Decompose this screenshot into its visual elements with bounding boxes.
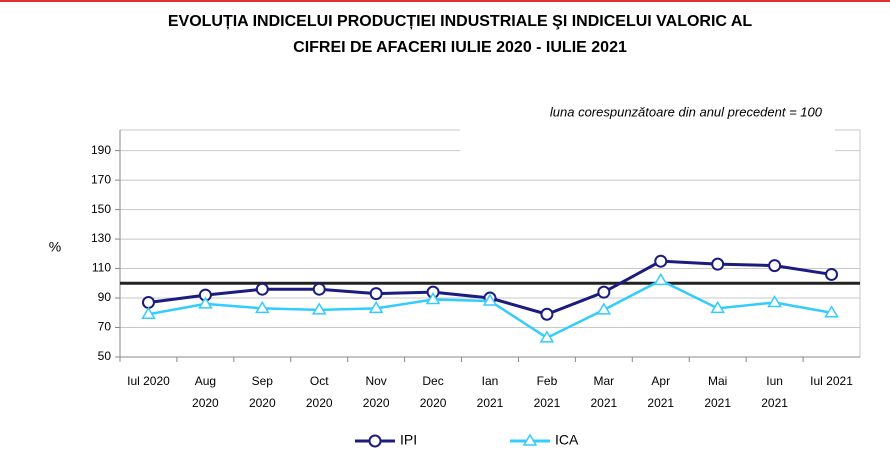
x-tick-label: 2020 — [192, 396, 219, 410]
marker — [198, 296, 213, 309]
marker — [825, 267, 839, 281]
marker — [596, 302, 612, 315]
y-axis-label: % — [49, 239, 61, 255]
chart-title: EVOLUȚIA INDICELUI PRODUCȚIEI INDUSTRIAL… — [168, 13, 753, 30]
marker — [710, 300, 726, 314]
plot-area — [119, 129, 861, 358]
marker — [824, 305, 839, 318]
x-tick-label: Iul 2020 — [127, 374, 170, 388]
x-tick-label: 2021 — [761, 396, 788, 410]
y-tick-label: 50 — [98, 349, 112, 363]
y-tick-label: 130 — [91, 231, 111, 245]
legend-label: IPI — [400, 432, 417, 448]
marker — [368, 300, 384, 314]
marker — [653, 272, 669, 286]
x-tick-label: Iul 2021 — [810, 374, 853, 388]
x-tick-label: 2020 — [363, 396, 390, 410]
marker — [311, 302, 327, 315]
y-tick-label: 110 — [92, 261, 111, 275]
x-tick-label: 2021 — [590, 396, 617, 410]
x-tick-label: Aug — [195, 374, 216, 388]
marker — [539, 330, 555, 343]
annotation: luna corespunzătoare din anul precedent … — [550, 104, 823, 119]
x-tick-label: 2021 — [647, 396, 674, 410]
y-tick-label: 70 — [98, 320, 112, 334]
marker — [425, 292, 441, 305]
marker — [522, 433, 538, 446]
marker — [369, 287, 383, 301]
x-tick-label: Apr — [651, 374, 670, 388]
x-tick-label: Iun — [766, 374, 783, 388]
x-tick-label: 2020 — [306, 396, 333, 410]
marker — [654, 254, 668, 268]
x-tick-label: 2021 — [534, 396, 561, 410]
x-tick-label: Mar — [594, 374, 615, 388]
x-tick-label: 2020 — [249, 396, 276, 410]
marker — [255, 282, 269, 296]
marker — [254, 300, 270, 314]
marker — [711, 257, 725, 271]
y-tick-label: 170 — [91, 172, 111, 186]
marker — [368, 434, 382, 448]
y-tick-label: 190 — [91, 143, 111, 157]
marker — [597, 285, 611, 299]
marker — [540, 307, 554, 321]
x-tick-label: Mai — [708, 374, 727, 388]
marker — [482, 293, 498, 306]
x-tick-label: 2021 — [477, 396, 504, 410]
x-tick-label: Ian — [482, 374, 499, 388]
legend-label: ICA — [555, 432, 579, 448]
annotation-box — [460, 98, 835, 152]
chart-title: CIFREI DE AFACERI IULIE 2020 - IULIE 202… — [293, 39, 627, 56]
y-tick-label: 90 — [98, 290, 112, 304]
x-tick-label: Oct — [310, 374, 329, 388]
marker — [767, 295, 782, 308]
x-tick-label: Sep — [252, 374, 274, 388]
marker — [141, 306, 156, 320]
y-tick-label: 150 — [91, 202, 111, 216]
x-tick-label: 2020 — [420, 396, 447, 410]
x-tick-label: Nov — [365, 374, 386, 388]
x-tick-label: 2021 — [704, 396, 731, 410]
x-tick-label: Feb — [537, 374, 558, 388]
marker — [141, 295, 155, 309]
x-tick-label: Dec — [422, 374, 443, 388]
marker — [312, 282, 326, 296]
marker — [768, 259, 782, 273]
